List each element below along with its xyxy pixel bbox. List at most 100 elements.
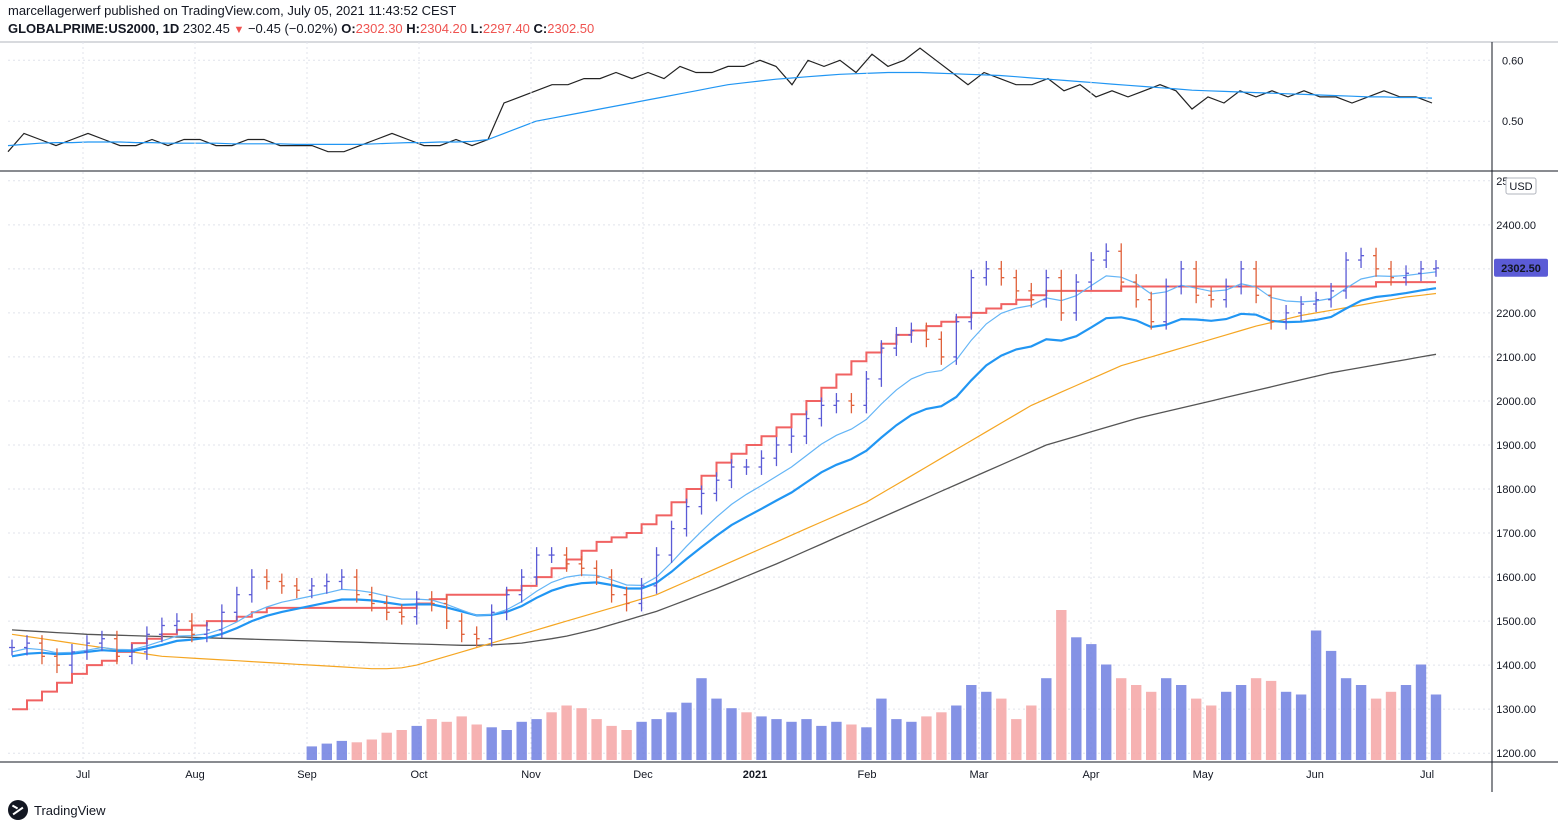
price-tick-label: 1800.00 [1496,484,1536,496]
volume-bar [681,702,692,760]
symbol-legend: GLOBALPRIME:US2000, 1D 2302.45 ▼ −0.45 (… [8,21,594,36]
volume-bar [876,698,887,760]
price-tick-label: 2400.00 [1496,220,1536,232]
volume-bar [756,716,767,760]
time-tick-label: 2021 [743,769,767,781]
down-arrow-icon: ▼ [233,24,245,36]
volume-bar [966,685,977,760]
time-tick-label: Aug [185,769,205,781]
price-tick-label: 1400.00 [1496,660,1536,672]
volume-bar [576,708,587,760]
volume-bar [1370,698,1382,760]
volume-bar [456,716,467,760]
time-tick-label: Apr [1082,769,1099,781]
volume-bar [1026,705,1037,760]
last-price-tag [1494,258,1548,277]
time-tick-label: Oct [410,769,427,781]
volume-bar [651,719,662,760]
volume-bar [501,730,512,760]
time-tick-label: Jul [76,769,90,781]
volume-bar [366,739,377,760]
volume-bar [1250,678,1262,760]
volume-bar [621,730,632,760]
volume-bar [1221,691,1232,760]
volume-bar [846,724,857,760]
time-tick-label: Jul [1420,769,1434,781]
volume-bar [1355,685,1367,760]
time-tick-label: Feb [858,769,877,781]
volume-bar [771,719,782,760]
volume-bar [1295,694,1307,760]
last-price: 2302.45 [182,21,230,36]
open-value: 2302.30 [355,21,403,36]
volume-bar [486,727,497,760]
volume-bar [1071,637,1082,760]
volume-bar [1400,685,1412,760]
volume-bar [1415,664,1427,760]
tradingview-logo-icon[interactable] [8,800,28,820]
volume-bar [1146,691,1157,760]
price-tick-label: 1200.00 [1496,748,1536,760]
volume-bar [1385,691,1397,760]
open-label: O: [341,21,356,36]
price-change: −0.45 (−0.02%) [247,21,338,36]
time-tick-label: May [1193,769,1214,781]
indicator-average-line [7,71,1433,147]
volume-bar [1056,610,1067,760]
ma-black-line [11,353,1437,646]
volume-bar [951,705,962,760]
footer-brand[interactable]: TradingView [34,802,106,818]
volume-bar [561,705,572,760]
volume-bar [1191,698,1202,760]
volume-bar [636,721,647,760]
volume-bar [1325,650,1337,760]
volume-bar [906,721,917,760]
volume-bar [396,730,407,760]
volume-bar [1116,678,1127,760]
price-tick-label: 1300.00 [1496,704,1536,716]
indicator-tick-label: 0.50 [1502,116,1523,128]
volume-bar [606,725,617,760]
volume-bar [411,725,422,760]
volume-bar [981,691,992,760]
volume-bar [516,721,527,760]
volume-bar [306,746,317,760]
footer: TradingView [8,800,106,820]
last-price-tag-label: 2302.50 [1501,263,1541,275]
volume-bar [1280,691,1292,760]
volume-bar [741,712,752,760]
volume-bar [1235,685,1247,760]
volume-bar [666,712,677,760]
high-value: 2304.20 [420,21,468,36]
volume-bar [471,724,482,760]
symbol-name[interactable]: GLOBALPRIME:US2000, 1D [8,21,180,36]
ema-slow-line [11,287,1437,658]
price-tick-label: 1900.00 [1496,440,1536,452]
volume-bar [441,721,452,760]
volume-bar [1011,719,1022,760]
ma-orange-line [11,292,1437,670]
time-tick-label: Mar [970,769,989,781]
price-tick-label: 2200.00 [1496,308,1536,320]
time-tick-label: Nov [521,769,541,781]
volume-bar [1161,678,1172,760]
volume-bar [381,732,392,760]
ema-fast-line [11,271,1437,654]
high-label: H: [406,21,421,36]
volume-bar [891,719,902,760]
price-tick-label: 1500.00 [1496,616,1536,628]
volume-bar [801,719,812,760]
publisher-line: marcellagerwerf published on TradingView… [8,3,457,18]
volume-bar [996,698,1007,760]
volume-bar [696,678,707,760]
volume-bar [1265,680,1277,760]
volume-bar [1041,678,1052,760]
volume-bar [786,721,797,760]
volume-bar [1101,664,1112,760]
volume-bar [1430,694,1442,760]
close-label: C: [533,21,548,36]
close-value: 2302.50 [547,21,595,36]
volume-bar [726,708,737,760]
volume-bar [351,742,362,760]
